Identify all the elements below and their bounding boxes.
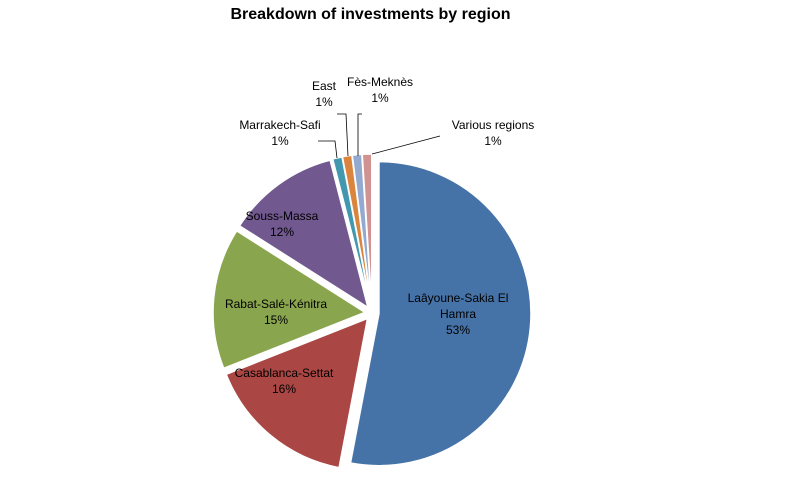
slice-label-east: East 1% <box>312 79 337 109</box>
leader-line <box>318 140 338 159</box>
leader-line <box>371 135 441 155</box>
slice-label-souss-massa: Souss-Massa 12% <box>246 209 319 239</box>
pie-slice-various-regions <box>361 153 373 307</box>
slice-label-marrakech-safi: Marrakech-Safi 1% <box>239 118 320 148</box>
pie-slice-la-youne-sakia-el-hamra <box>349 160 532 467</box>
slice-label-rabat-sal-k-nitra: Rabat-Salé-Kénitra 15% <box>225 297 327 327</box>
chart-title: Breakdown of investments by region <box>230 6 511 23</box>
slice-label-various-regions: Various regions 1% <box>452 118 535 148</box>
leader-line <box>357 113 362 156</box>
pie-slice-rabat-sal-k-nitra <box>212 229 367 370</box>
slice-label-f-s-mekn-s: Fès-Meknès 1% <box>347 75 413 105</box>
pie-slice-casablanca-settat <box>225 317 369 469</box>
slice-label-casablanca-settat: Casablanca-Settat 16% <box>235 366 334 396</box>
pie-slice-souss-massa <box>238 159 370 309</box>
slice-label-la-youne-sakia-el-hamra: Laâyoune-Sakia El Hamra 53% <box>408 291 509 337</box>
leader-line <box>337 113 349 157</box>
